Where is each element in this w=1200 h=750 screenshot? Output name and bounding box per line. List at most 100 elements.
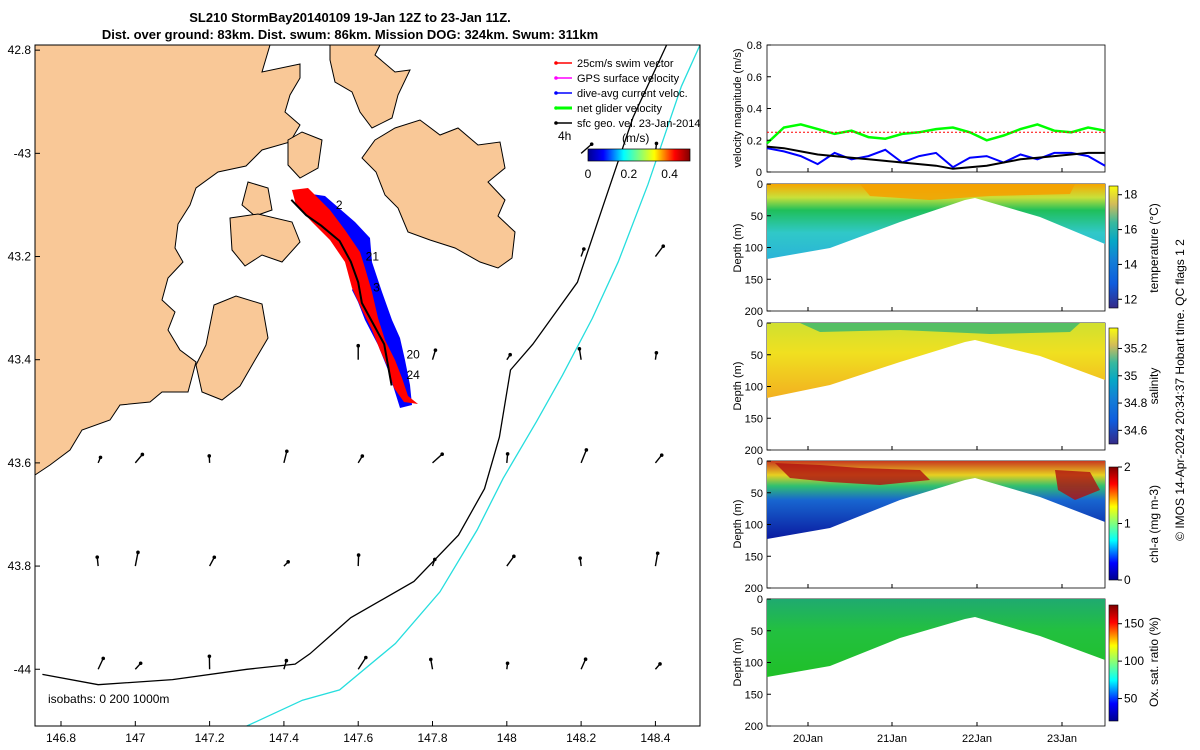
map-xtick-label: 147.4 xyxy=(269,731,299,745)
legend-swatch-head xyxy=(554,76,558,80)
land-tasmania xyxy=(34,44,516,476)
current-arrow xyxy=(578,348,582,360)
waypoint-labels: 2 21 3 20 24 xyxy=(336,198,420,382)
waypoint-label: 21 xyxy=(366,250,380,264)
current-arrow-head xyxy=(356,343,361,348)
map-xtick-label: 147.2 xyxy=(195,731,225,745)
current-arrow xyxy=(654,553,659,567)
chlorophyll-colorbar xyxy=(1108,466,1119,581)
current-arrow-head xyxy=(98,455,103,460)
velocity-ytick-label: 0.4 xyxy=(747,104,762,116)
velocity-ylabel: velocity magnitude (m/s) xyxy=(732,48,744,167)
current-arrow-head xyxy=(285,449,289,454)
colorbar-tick-label: 35.2 xyxy=(1124,341,1148,355)
current-arrow-head xyxy=(207,454,212,458)
current-arrow-head xyxy=(654,141,659,146)
time-tick-label: 22Jan xyxy=(962,733,992,745)
colorbar-units: (m/s) xyxy=(622,131,649,145)
depth-ytick-label: 150 xyxy=(745,689,763,701)
depth-ytick-label: 200 xyxy=(745,306,763,318)
current-arrow-head xyxy=(95,555,100,559)
map-ytick-label: 43.4 xyxy=(8,353,32,367)
depth-ytick-label: 100 xyxy=(745,243,763,255)
temperature-ylabel: Depth (m) xyxy=(732,224,744,273)
current-arrow-head xyxy=(207,654,212,659)
colorbar-tick-label: 14 xyxy=(1124,257,1138,271)
glider-track-group xyxy=(290,188,418,408)
colorbar-tick-label: 50 xyxy=(1124,692,1138,706)
temperature-colorbar xyxy=(1108,185,1119,309)
current-arrow-head xyxy=(284,658,289,663)
oxygen-panel: 0 50 100 150 200 Depth (m) 150 100 50 Ox. sat.… xyxy=(732,594,1161,733)
legend-label: net glider velocity xyxy=(577,103,662,115)
map-legend: 25cm/s swim vector GPS surface velocity di… xyxy=(554,58,701,181)
isobath-200m xyxy=(246,44,701,727)
map-xtick-label: 147.6 xyxy=(343,731,373,745)
depth-ytick-label: 100 xyxy=(745,658,763,670)
map-xtick-label: 148.4 xyxy=(640,731,670,745)
velocity-ytick-label: 0.8 xyxy=(747,40,762,52)
current-arrow-head xyxy=(138,661,143,666)
colorbar-tick-label: 35 xyxy=(1124,369,1138,383)
isobaths-label: isobaths: 0 200 1000m xyxy=(48,692,169,706)
legend-label: GPS surface velocity xyxy=(577,73,680,85)
current-arrow xyxy=(580,143,593,154)
surface-velocity-vectors xyxy=(95,141,666,670)
salinity-panel: 0 50 100 150 200 Depth (m) 35.2 35 34.8 34.6 sa… xyxy=(732,318,1161,457)
current-arrow xyxy=(506,555,515,567)
depth-ytick-label: 200 xyxy=(745,583,763,595)
map-panel: 2 21 3 20 24 146.8 147 147.2 147.4 147.6 147.8 148… xyxy=(8,43,701,745)
colorbar-tick-label: 0.2 xyxy=(620,167,637,181)
current-arrow-head xyxy=(584,448,589,452)
temperature-panel: 0 50 100 150 200 Depth (m) 18 16 14 12 temperat… xyxy=(732,179,1161,318)
map-ytick-label: -44 xyxy=(14,662,32,676)
temperature-colorbar-label: temperature (°C) xyxy=(1147,203,1161,293)
chlorophyll-max-layer-east xyxy=(1055,470,1100,500)
colorbar-tick-label: 18 xyxy=(1124,188,1138,202)
colorbar-tick-label: 34.6 xyxy=(1124,423,1148,437)
swim-vector-swath xyxy=(292,188,418,404)
oxygen-colorbar-label: Ox. sat. ratio (%) xyxy=(1147,617,1161,707)
current-arrow-head xyxy=(101,656,106,661)
depth-ytick-label: 50 xyxy=(751,488,763,500)
colorbar-tick-label: 16 xyxy=(1124,223,1138,237)
colorbar-tick-label: 150 xyxy=(1124,617,1144,631)
time-tick-label: 23Jan xyxy=(1047,733,1077,745)
map-xtick-label: 147.8 xyxy=(417,731,447,745)
current-arrow xyxy=(97,658,104,670)
waypoint-label: 2 xyxy=(336,198,343,212)
current-arrow-head xyxy=(212,555,217,560)
salinity-fresh-layer xyxy=(800,323,1080,334)
current-arrow xyxy=(654,245,664,257)
depth-ytick-label: 100 xyxy=(745,382,763,394)
salinity-colorbar-label: salinity xyxy=(1147,368,1161,405)
current-arrow-head xyxy=(583,657,588,662)
legend-swatch-head xyxy=(554,61,558,65)
map-ytick-label: 42.8 xyxy=(8,43,32,57)
depth-ytick-label: 150 xyxy=(745,551,763,563)
legend-label: 25cm/s swim vector xyxy=(577,58,674,70)
current-arrow-head xyxy=(136,550,140,555)
current-arrow xyxy=(283,451,288,464)
colorbar-tick-label: 0 xyxy=(585,167,592,181)
current-arrow-head xyxy=(508,352,512,357)
oxygen-colorbar xyxy=(1108,604,1119,722)
chlorophyll-panel: 0 50 100 150 200 Depth (m) 2 1 0 chl-a (mg m-3… xyxy=(732,456,1161,595)
oxygen-section xyxy=(767,599,1105,677)
map-x-axis: 146.8 147 147.2 147.4 147.6 147.8 148 148.2 148.… xyxy=(46,721,671,745)
colorbar-tick-label: 0 xyxy=(1124,573,1131,587)
current-arrow-head xyxy=(428,657,433,662)
current-arrow xyxy=(580,449,588,464)
current-arrow-head xyxy=(655,551,660,556)
depth-ytick-label: 150 xyxy=(745,413,763,425)
chart-title-line1: SL210 StormBay20140109 19-Jan 12Z to 23-… xyxy=(189,10,511,25)
colorbar-tick-label: 1 xyxy=(1124,517,1131,531)
velocity-series-line xyxy=(766,123,1106,145)
current-arrow-head xyxy=(512,554,516,559)
chlorophyll-max-layer xyxy=(775,463,930,485)
current-arrow xyxy=(134,454,143,464)
map-ytick-label: 43.6 xyxy=(8,456,32,470)
current-arrow-head xyxy=(658,662,662,666)
